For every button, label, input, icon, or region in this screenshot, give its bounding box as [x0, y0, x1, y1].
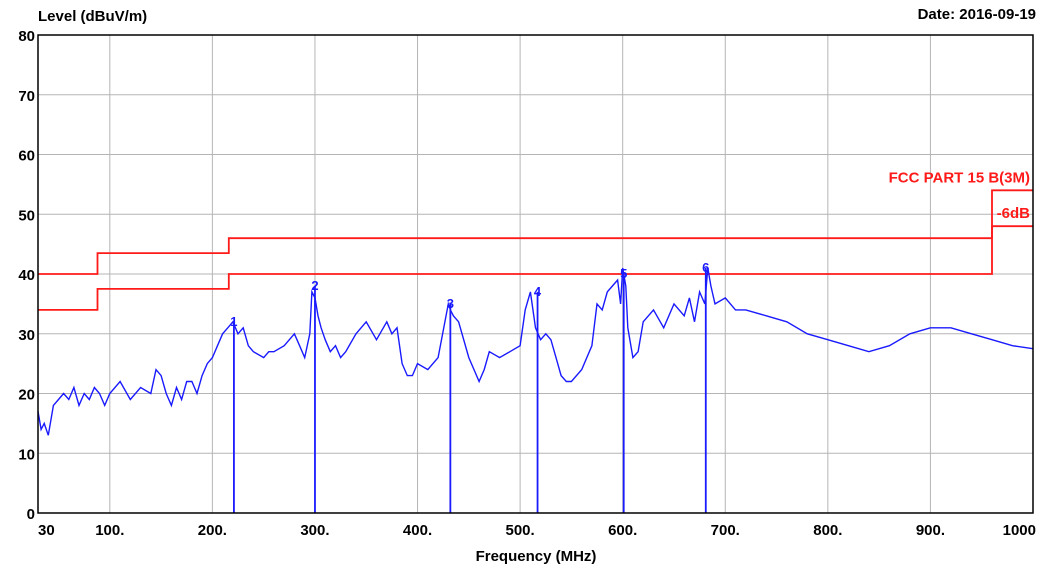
- x-tick-labels: 30 100. 200. 300. 400. 500. 600. 700. 800. 900. 10…: [38, 522, 1036, 539]
- marker-label: 3: [447, 296, 454, 311]
- date-label: Date: 2016-09-19: [918, 6, 1036, 23]
- x-tick-label: 700.: [711, 522, 740, 539]
- y-tick-label: 70: [18, 88, 35, 105]
- x-tick-label: 400.: [403, 522, 432, 539]
- limit-labels: FCC PART 15 B(3M) -6dB: [889, 169, 1031, 222]
- x-tick-label: 1000: [1003, 522, 1036, 539]
- y-tick-labels: 0 10 20 30 40 50 60 70 80: [18, 28, 35, 523]
- x-tick-label: 800.: [813, 522, 842, 539]
- x-tick-label: 900.: [916, 522, 945, 539]
- x-tick-label: 30: [38, 522, 55, 539]
- y-tick-label: 0: [27, 506, 35, 523]
- marker-label: 1: [230, 314, 237, 329]
- margin-label: -6dB: [997, 205, 1031, 222]
- x-tick-label: 100.: [95, 522, 124, 539]
- limit-line: [38, 225, 1033, 311]
- y-tick-label: 30: [18, 327, 35, 344]
- y-tick-label: 10: [18, 446, 35, 463]
- y-tick-label: 50: [18, 207, 35, 224]
- y-tick-label: 60: [18, 148, 35, 165]
- marker-label: 4: [534, 284, 542, 299]
- measurement-series: [37, 267, 1034, 436]
- x-tick-label: 300.: [300, 522, 329, 539]
- limit-line: [38, 189, 1033, 275]
- y-tick-label: 20: [18, 387, 35, 404]
- y-tick-label: 40: [18, 267, 35, 284]
- x-axis-label: Frequency (MHz): [476, 548, 597, 565]
- y-axis-label: Level (dBuV/m): [38, 8, 147, 25]
- x-tick-label: 200.: [198, 522, 227, 539]
- x-tick-label: 500.: [506, 522, 535, 539]
- plot-frame: [37, 34, 1034, 514]
- y-tick-label: 80: [18, 28, 35, 45]
- x-tick-label: 600.: [608, 522, 637, 539]
- marker-label: 2: [311, 278, 318, 293]
- limit-lines: [38, 189, 1033, 311]
- marker-label: 6: [702, 260, 709, 275]
- series-line: [37, 267, 1034, 436]
- limit-label: FCC PART 15 B(3M): [889, 169, 1030, 186]
